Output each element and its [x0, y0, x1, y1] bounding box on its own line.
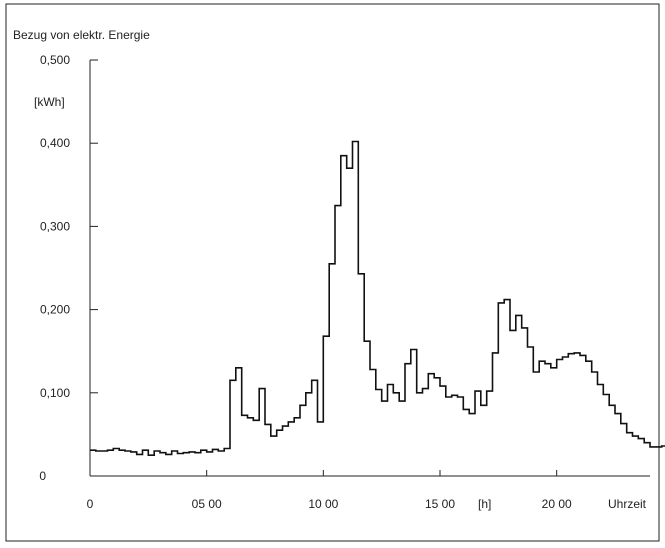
y-tick-label: 0,300: [40, 219, 70, 233]
x-tick-label: 10 00: [308, 497, 338, 511]
y-tick-label: 0,100: [40, 386, 70, 400]
x-unit-label: [h]: [478, 497, 491, 511]
x-ticks: 0 05 00 10 00 15 00 20 00: [87, 470, 572, 511]
y-tick-label: 0,500: [40, 53, 70, 67]
chart-frame: [5, 3, 660, 542]
y-axis-label: [kWh]: [34, 95, 65, 109]
x-axis-label: Uhrzeit: [608, 497, 647, 511]
chart-title: Bezug von elektr. Energie: [13, 28, 150, 42]
y-tick-label: 0,200: [40, 303, 70, 317]
y-tick-label: 0,400: [40, 136, 70, 150]
x-tick-label: 0: [87, 497, 94, 511]
y-tick-label: 0: [39, 469, 46, 483]
x-tick-label: 15 00: [425, 497, 455, 511]
series-line: [90, 140, 665, 456]
y-ticks: 0 0,100 0,200 0,300 0,400 0,500: [39, 53, 98, 483]
x-tick-label: 20 00: [542, 497, 572, 511]
x-tick-label: 05 00: [192, 497, 222, 511]
